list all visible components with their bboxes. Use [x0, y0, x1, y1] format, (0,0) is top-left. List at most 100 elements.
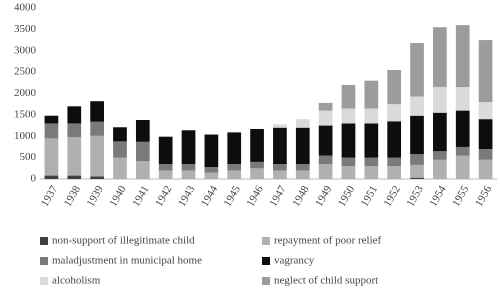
x-tick-label: 1939 — [85, 183, 107, 208]
bar-segment — [250, 168, 264, 179]
bar-segment — [478, 40, 493, 103]
bar-segment — [455, 110, 470, 147]
bar-segment — [364, 108, 379, 124]
bar-segment — [410, 43, 424, 97]
bar-segment — [135, 161, 150, 179]
bar-segment — [44, 123, 59, 139]
bar-segment — [67, 137, 82, 176]
bar-segment — [433, 27, 447, 88]
bar-segment — [113, 127, 127, 142]
bar-segment — [410, 164, 424, 178]
bar-segment — [455, 87, 470, 111]
x-tick-label: 1953 — [404, 183, 426, 208]
legend-swatch — [262, 237, 270, 245]
x-tick-label: 1940 — [107, 183, 129, 208]
bar-segment — [135, 141, 150, 162]
y-tick-label: 3000 — [14, 44, 37, 56]
bar-segment — [227, 132, 242, 165]
bar-segment — [295, 119, 310, 128]
bar-segment — [433, 112, 447, 152]
bar-segment — [478, 159, 493, 179]
x-tick-label: 1950 — [336, 183, 358, 208]
bar-segment — [387, 69, 402, 105]
bar-segment — [455, 146, 470, 156]
bar-segment — [67, 123, 82, 138]
bar-segment — [318, 125, 333, 156]
bar-segment — [318, 164, 333, 179]
y-tick-label: 2000 — [14, 87, 37, 99]
bar-segment — [181, 130, 196, 165]
bar-segment — [295, 170, 310, 179]
bar-segment — [44, 138, 59, 176]
bar-segment — [387, 121, 402, 158]
bar-segment — [364, 80, 379, 109]
x-tick-label: 1948 — [290, 183, 312, 208]
bar-segment — [478, 119, 493, 150]
bar-segment — [90, 176, 104, 179]
bar-segment — [387, 157, 402, 167]
bar-segment — [341, 123, 356, 158]
bar-segment — [204, 134, 219, 168]
bar-segment — [410, 177, 424, 179]
bar-segment — [318, 155, 333, 165]
bar-segment — [250, 161, 264, 169]
bar-segment — [181, 164, 196, 171]
bar-segment — [410, 115, 424, 155]
x-tick-label: 1938 — [62, 183, 84, 208]
bar-segment — [204, 172, 219, 179]
bar-segment — [295, 164, 310, 171]
bar-segment — [433, 151, 447, 160]
bar-segment — [318, 102, 333, 111]
bar-segment — [67, 106, 82, 124]
bar-segment — [478, 102, 493, 120]
bar-segment — [273, 127, 287, 165]
bar-segment — [67, 175, 82, 179]
x-tick-label: 1947 — [267, 183, 289, 208]
bar-segment — [158, 164, 173, 171]
x-tick-label: 1955 — [450, 183, 472, 208]
legend-swatch — [40, 237, 48, 245]
x-tick-label: 1942 — [153, 184, 174, 209]
legend-label: repayment of poor relief — [274, 235, 382, 247]
bar-segment — [455, 155, 470, 179]
bar-segment — [44, 115, 59, 124]
x-tick-label: 1956 — [473, 183, 495, 208]
bar-segment — [158, 136, 173, 165]
bar-segment — [181, 170, 196, 179]
x-tick-label: 1949 — [313, 183, 335, 208]
bar-segment — [455, 25, 470, 88]
legend-swatch — [262, 257, 270, 265]
y-tick-label: 1500 — [14, 108, 37, 120]
x-tick-label: 1954 — [427, 183, 449, 208]
legend-label: non-support of illegitimate child — [52, 235, 195, 247]
y-tick-label: 4000 — [14, 2, 37, 14]
bar-segment — [227, 164, 242, 171]
bar-segment — [113, 157, 127, 179]
legend-label: vagrancy — [274, 255, 315, 267]
bar-segment — [364, 157, 379, 167]
legend-swatch — [40, 277, 48, 285]
bar-segment — [90, 101, 104, 122]
y-tick-label: 1000 — [14, 130, 37, 142]
legend-label: alcoholism — [52, 275, 101, 287]
bar-segment — [113, 141, 127, 158]
x-tick-label: 1946 — [244, 183, 266, 208]
bar-segment — [387, 166, 402, 179]
bar-segment — [341, 108, 356, 124]
bar-segment — [90, 121, 104, 136]
bar-segment — [273, 170, 287, 179]
legend-label: neglect of child support — [274, 275, 378, 287]
bar-segment — [341, 84, 356, 109]
bar-segment — [273, 124, 287, 128]
legend-swatch — [262, 277, 270, 285]
x-tick-label: 1941 — [130, 184, 151, 209]
legend-swatch — [40, 257, 48, 265]
y-tick-label: 3500 — [14, 23, 37, 35]
x-tick-label: 1943 — [176, 183, 198, 208]
bar-segment — [135, 120, 150, 142]
bar-segment — [364, 123, 379, 158]
bar-segment — [250, 128, 264, 162]
x-tick-label: 1937 — [39, 183, 61, 208]
legend-label: maladjustment in municipal home — [52, 255, 202, 267]
